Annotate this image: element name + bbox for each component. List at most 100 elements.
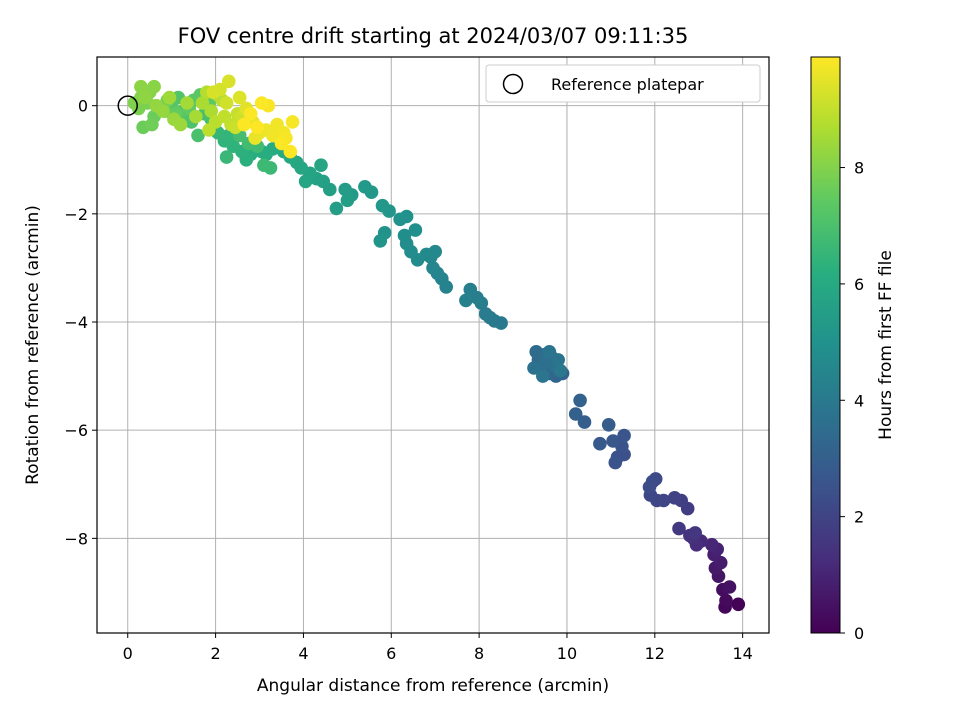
data-point [459, 293, 473, 308]
data-point [206, 85, 221, 99]
x-tick-label: 4 [298, 644, 308, 663]
data-point [145, 117, 159, 132]
x-tick-label: 2 [210, 644, 220, 663]
x-tick-label: 6 [386, 644, 396, 663]
data-point [180, 96, 194, 110]
data-point [204, 104, 218, 118]
data-point [138, 90, 153, 105]
data-point [222, 74, 236, 89]
grid-layer [97, 57, 769, 633]
data-point [189, 109, 203, 124]
data-point [617, 428, 631, 443]
data-point [285, 115, 300, 129]
data-point [608, 455, 623, 470]
data-point [731, 597, 746, 612]
data-point [373, 234, 388, 248]
colorbar-tick-label: 8 [854, 159, 864, 178]
data-point [593, 436, 607, 451]
data-point [408, 223, 423, 237]
data-point [705, 538, 719, 552]
plot-background [97, 57, 769, 633]
data-point [688, 526, 702, 540]
legend-entry-reference: Reference platepar [551, 75, 704, 94]
y-tick-label: 0 [78, 97, 88, 116]
data-point [340, 193, 355, 208]
data-point [254, 96, 269, 110]
data-point [577, 415, 592, 429]
y-axis-ticks: 0 −2 −4 −6 −8 [64, 97, 97, 548]
data-point [173, 117, 188, 132]
data-point [536, 369, 550, 383]
points-layer [127, 74, 746, 614]
plot-area: 0 2 4 6 8 10 12 14 0 −2 −4 −6 −8 [64, 56, 770, 663]
data-point [274, 136, 289, 151]
colorbar-label: Hours from first FF file [876, 250, 896, 440]
colorbar-gradient [810, 56, 841, 634]
data-point [195, 96, 210, 110]
data-point [219, 150, 234, 164]
colorbar-tick-label: 0 [854, 624, 864, 643]
data-point [719, 593, 733, 608]
data-point [573, 393, 587, 408]
data-point [463, 282, 478, 297]
data-point [248, 131, 262, 145]
data-point [257, 158, 271, 172]
colorbar-tick-label: 4 [854, 391, 864, 410]
x-tick-label: 14 [732, 644, 752, 663]
data-point [551, 353, 565, 367]
data-point [147, 79, 161, 94]
data-point [375, 198, 390, 213]
data-point [722, 580, 737, 594]
data-point [542, 345, 557, 359]
data-point [672, 521, 686, 536]
x-axis-label: Angular distance from reference (arcmin) [257, 676, 609, 696]
colorbar: 0 2 4 6 8 Hours from first FF file [810, 56, 896, 643]
data-point [232, 90, 247, 105]
x-axis-ticks: 0 2 4 6 8 10 12 14 [123, 633, 753, 663]
data-point [243, 107, 258, 121]
data-point [134, 79, 148, 94]
data-point [527, 361, 541, 375]
data-point [202, 123, 216, 137]
x-tick-label: 8 [474, 644, 484, 663]
y-axis-label: Rotation from reference (arcmin) [23, 205, 43, 485]
chart-title: FOV centre drift starting at 2024/03/07 … [178, 24, 689, 48]
data-point [393, 212, 407, 227]
data-point [265, 128, 280, 143]
data-point [553, 363, 568, 378]
colorbar-ticks: 0 2 4 6 8 [840, 159, 864, 643]
legend-box [485, 64, 761, 103]
x-tick-label: 10 [557, 644, 577, 663]
data-point [219, 96, 234, 110]
data-point [156, 104, 170, 118]
y-tick-label: −2 [64, 205, 88, 224]
data-point [237, 117, 251, 132]
data-point [191, 128, 205, 143]
plot-frame [96, 56, 770, 634]
data-point [426, 261, 440, 275]
reference-marker [117, 95, 138, 116]
data-point [667, 491, 682, 505]
data-point [642, 480, 657, 494]
data-point [538, 355, 552, 370]
legend: Reference platepar [485, 64, 761, 103]
data-point [478, 307, 493, 321]
colorbar-tick-label: 2 [854, 508, 864, 527]
y-tick-label: −6 [64, 421, 88, 440]
y-tick-label: −8 [64, 529, 88, 548]
data-point [606, 434, 620, 448]
data-point [568, 407, 583, 421]
data-point [298, 174, 313, 189]
data-point [329, 201, 344, 216]
data-point [601, 418, 616, 432]
data-point [314, 158, 328, 172]
data-point [338, 182, 353, 197]
data-point [283, 144, 298, 159]
data-point [162, 90, 177, 105]
data-point [250, 120, 265, 135]
data-point [358, 180, 372, 194]
legend-reference-marker [502, 73, 524, 95]
x-tick-label: 0 [123, 644, 133, 663]
x-tick-label: 12 [645, 644, 665, 663]
